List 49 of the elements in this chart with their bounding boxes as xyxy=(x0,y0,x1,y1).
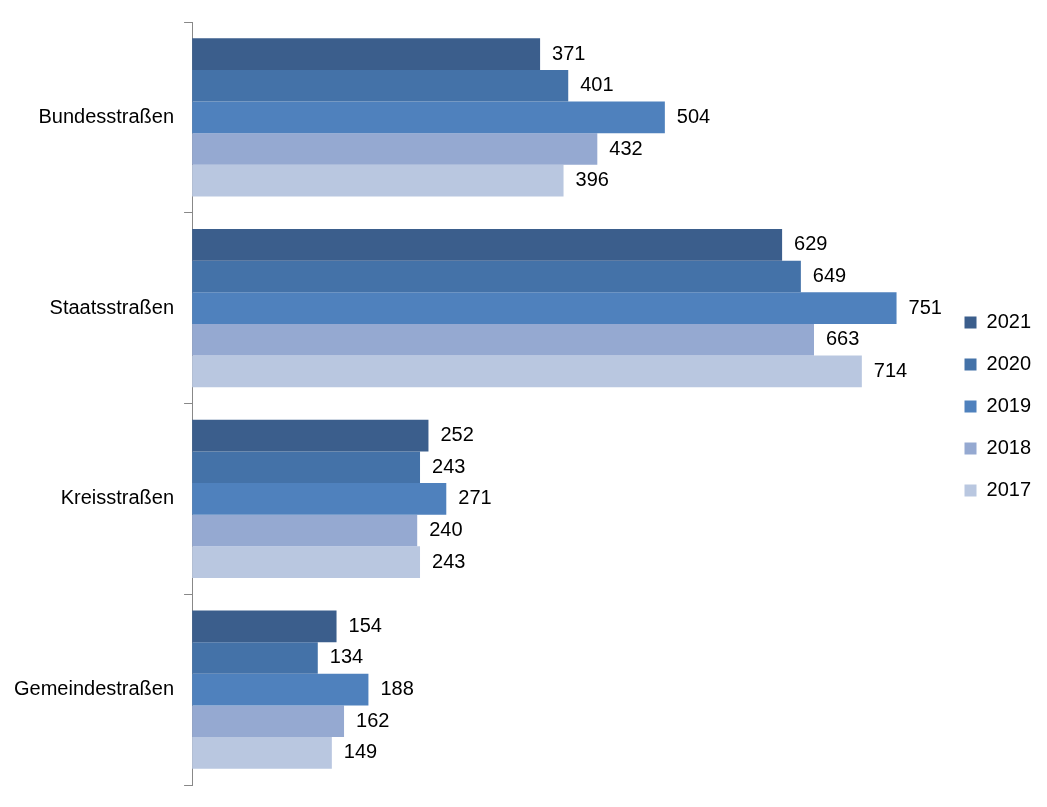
data-label: 149 xyxy=(343,740,378,763)
legend-label: 2017 xyxy=(986,478,1032,501)
data-label: 271 xyxy=(458,486,492,509)
bar xyxy=(192,514,418,547)
data-label: 243 xyxy=(432,549,466,572)
bar xyxy=(192,38,541,70)
bar xyxy=(192,133,598,165)
bar xyxy=(192,355,862,388)
bar xyxy=(192,260,801,293)
legend-label: 2020 xyxy=(986,352,1032,375)
bar xyxy=(192,164,564,197)
data-label: 432 xyxy=(609,136,643,159)
data-label: 252 xyxy=(440,423,474,446)
y-tick-label: Gemeindestraßen xyxy=(14,677,175,700)
bar xyxy=(192,737,332,769)
data-label: 663 xyxy=(826,327,860,350)
bar xyxy=(192,483,447,515)
data-label: 504 xyxy=(676,104,711,127)
data-label: 134 xyxy=(329,645,364,668)
y-tick-label: Staatsstraßen xyxy=(49,295,175,318)
data-label: 243 xyxy=(432,454,466,477)
bar xyxy=(192,705,345,738)
legend-label: 2018 xyxy=(986,436,1032,459)
y-tick-label: Kreisstraßen xyxy=(60,486,175,509)
data-label: 401 xyxy=(580,73,614,96)
data-label: 240 xyxy=(429,518,463,541)
y-tick-label: Bundesstraßen xyxy=(38,104,175,127)
bar xyxy=(192,642,318,674)
data-label: 629 xyxy=(794,232,828,255)
bar xyxy=(192,546,421,579)
data-label: 751 xyxy=(908,295,942,318)
data-label: 162 xyxy=(356,708,390,731)
bar xyxy=(192,451,421,484)
legend-label: 2019 xyxy=(986,394,1032,417)
bar xyxy=(192,673,369,706)
data-label: 396 xyxy=(575,168,609,191)
data-label: 371 xyxy=(552,41,586,64)
bar xyxy=(192,323,814,356)
legend-label: 2021 xyxy=(986,310,1032,333)
bar xyxy=(192,69,569,102)
bar xyxy=(192,101,665,134)
bar xyxy=(192,419,429,452)
data-label: 154 xyxy=(348,613,382,636)
bar xyxy=(192,610,337,643)
data-label: 649 xyxy=(812,263,847,286)
data-label: 714 xyxy=(873,358,908,381)
data-label: 188 xyxy=(380,677,414,700)
bar xyxy=(192,292,897,324)
bar xyxy=(192,228,783,261)
